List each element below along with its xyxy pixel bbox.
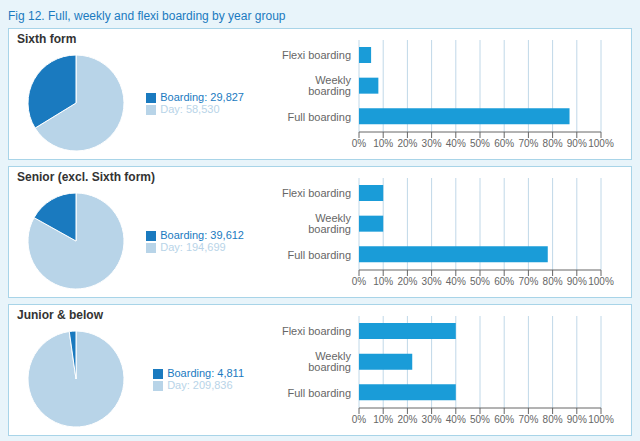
svg-text:Weeklyboarding: Weeklyboarding xyxy=(308,350,351,373)
html-text:Boarding: 29,827: Boarding: 29,827 xyxy=(160,90,244,103)
svg-text:Flexi boarding: Flexi boarding xyxy=(282,187,351,199)
svg-text:60%: 60% xyxy=(494,276,514,287)
svg-text:80%: 80% xyxy=(543,138,563,149)
svg-text:40%: 40% xyxy=(446,276,466,287)
svg-text:90%: 90% xyxy=(567,138,587,149)
svg-text:30%: 30% xyxy=(422,414,442,425)
svg-text:Weeklyboarding: Weeklyboarding xyxy=(308,74,351,97)
svg-text:90%: 90% xyxy=(567,414,587,425)
html-text:Day: 209,836: Day: 209,836 xyxy=(167,379,233,391)
html-text:Day: 194,699: Day: 194,699 xyxy=(160,241,226,253)
svg-text:Full boarding: Full boarding xyxy=(287,387,351,399)
svg-text:20%: 20% xyxy=(397,414,417,425)
svg-text:50%: 50% xyxy=(470,138,490,149)
html-text:Fig 12. Full, weekly and flexi: Fig 12. Full, weekly and flexi boarding … xyxy=(8,9,286,23)
svg-text:Flexi boarding: Flexi boarding xyxy=(282,325,351,337)
svg-text:60%: 60% xyxy=(494,414,514,425)
svg-text:30%: 30% xyxy=(422,276,442,287)
svg-text:20%: 20% xyxy=(397,276,417,287)
svg-text:10%: 10% xyxy=(373,414,393,425)
svg-text:100%: 100% xyxy=(588,276,614,287)
svg-text:50%: 50% xyxy=(470,276,490,287)
svg-text:80%: 80% xyxy=(543,276,563,287)
svg-text:Full boarding: Full boarding xyxy=(287,249,351,261)
svg-text:0%: 0% xyxy=(352,138,367,149)
html-text:Junior & below: Junior & below xyxy=(17,308,103,322)
svg-text:50%: 50% xyxy=(470,414,490,425)
svg-text:30%: 30% xyxy=(422,138,442,149)
svg-text:70%: 70% xyxy=(518,414,538,425)
svg-text:100%: 100% xyxy=(588,138,614,149)
svg-text:40%: 40% xyxy=(446,414,466,425)
svg-text:40%: 40% xyxy=(446,138,466,149)
svg-text:90%: 90% xyxy=(567,276,587,287)
html-text:Day: 58,530: Day: 58,530 xyxy=(160,103,220,115)
svg-text:Weeklyboarding: Weeklyboarding xyxy=(308,212,351,235)
svg-text:80%: 80% xyxy=(543,414,563,425)
svg-text:0%: 0% xyxy=(352,276,367,287)
html-text:Boarding: 39,612: Boarding: 39,612 xyxy=(160,228,244,241)
svg-text:0%: 0% xyxy=(352,414,367,425)
svg-text:Full boarding: Full boarding xyxy=(287,111,351,123)
svg-text:Flexi boarding: Flexi boarding xyxy=(282,49,351,61)
html-text:Sixth form: Sixth form xyxy=(17,32,77,46)
html-text:Senior (excl. Sixth form): Senior (excl. Sixth form) xyxy=(17,170,155,184)
html-text:Boarding: 4,811: Boarding: 4,811 xyxy=(167,366,244,379)
svg-text:10%: 10% xyxy=(373,138,393,149)
svg-text:70%: 70% xyxy=(518,138,538,149)
svg-text:20%: 20% xyxy=(397,138,417,149)
svg-text:60%: 60% xyxy=(494,138,514,149)
svg-text:100%: 100% xyxy=(588,414,614,425)
svg-text:10%: 10% xyxy=(373,276,393,287)
svg-text:70%: 70% xyxy=(518,276,538,287)
